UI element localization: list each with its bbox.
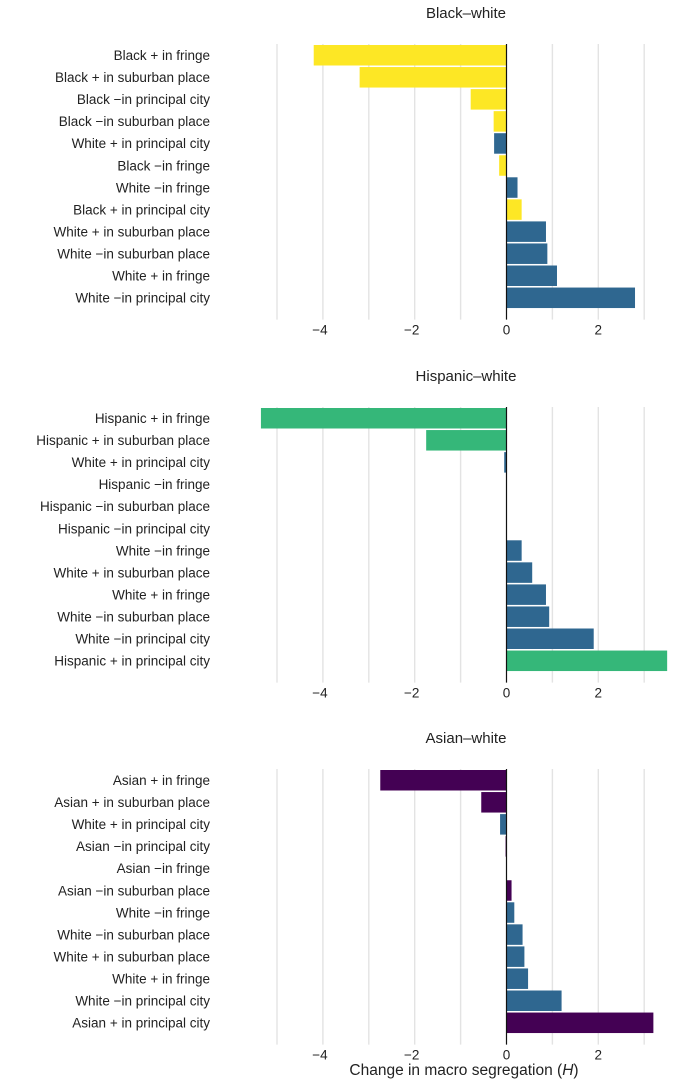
bar	[506, 628, 594, 649]
category-label: Hispanic + in principal city	[54, 654, 210, 669]
category-label: White + in fringe	[112, 269, 210, 284]
bar	[506, 990, 562, 1011]
category-label: White + in principal city	[72, 817, 211, 832]
category-label: Asian −in principal city	[76, 839, 210, 854]
category-label: White + in fringe	[112, 587, 210, 602]
category-label: White −in fringe	[116, 905, 210, 920]
category-label: Hispanic −in fringe	[99, 477, 210, 492]
x-tick-label: −4	[312, 686, 328, 701]
bar	[499, 155, 507, 176]
x-tick-label: −4	[312, 323, 328, 338]
bar	[506, 650, 668, 672]
category-label: Black + in principal city	[73, 202, 210, 217]
category-label: Black −in fringe	[117, 158, 210, 173]
bar	[506, 540, 522, 561]
category-label: Black −in suburban place	[59, 114, 210, 129]
x-tick-label: −4	[312, 1048, 328, 1063]
bar	[481, 792, 507, 813]
bar	[506, 924, 523, 945]
x-tick-label: 0	[503, 323, 511, 338]
bar	[506, 606, 550, 627]
panel-title: Asian–white	[426, 730, 507, 747]
category-label: White + in suburban place	[54, 224, 210, 239]
category-label: Asian + in fringe	[113, 773, 210, 788]
chart-panel: Hispanic–white Hispanic + in fringe Hispan…	[36, 368, 668, 701]
bar	[506, 946, 525, 967]
category-label: Asian + in principal city	[72, 1016, 210, 1031]
bar	[506, 221, 546, 242]
bar	[470, 89, 507, 110]
bar	[506, 177, 518, 198]
category-label: White + in suburban place	[54, 949, 210, 964]
category-label: White −in suburban place	[57, 246, 210, 261]
category-label: Asian + in suburban place	[54, 795, 210, 810]
bar	[506, 1012, 654, 1034]
category-label: White + in fringe	[112, 971, 210, 986]
bar	[506, 287, 636, 309]
bar	[506, 902, 515, 923]
bar	[506, 199, 522, 220]
category-label: White −in principal city	[75, 632, 210, 647]
bar	[506, 265, 557, 286]
chart-panels: Black–white Black + in fringe Black + in s…	[36, 5, 668, 1063]
chart-panel: Black–white Black + in fringe Black + in s…	[54, 5, 645, 338]
x-tick-label: −2	[404, 686, 419, 701]
x-axis-title: Change in macro segregation (H)	[349, 1062, 578, 1079]
panel-title: Black–white	[426, 5, 506, 22]
category-label: White −in fringe	[116, 543, 210, 558]
category-label: White −in principal city	[75, 291, 210, 306]
category-label: White −in suburban place	[57, 609, 210, 624]
bar	[313, 45, 507, 66]
category-label: Black + in suburban place	[55, 70, 210, 85]
bar	[506, 562, 533, 583]
bar	[494, 133, 507, 154]
category-label: White −in suburban place	[57, 927, 210, 942]
bar	[506, 243, 548, 264]
category-label: Black + in fringe	[114, 48, 210, 63]
category-label: White + in principal city	[72, 136, 211, 151]
category-label: Asian −in fringe	[117, 861, 210, 876]
category-label: White + in principal city	[72, 455, 211, 470]
bar	[493, 111, 507, 132]
bar	[504, 452, 507, 473]
category-label: Hispanic + in fringe	[95, 411, 210, 426]
bar	[500, 814, 507, 835]
category-label: Hispanic −in suburban place	[40, 499, 210, 514]
bar	[380, 770, 507, 791]
x-tick-label: 2	[595, 323, 603, 338]
bar	[506, 584, 546, 605]
category-label: Asian −in suburban place	[58, 883, 210, 898]
panel-title: Hispanic–white	[416, 368, 517, 385]
bar	[506, 880, 512, 901]
category-label: Hispanic −in principal city	[58, 521, 210, 536]
x-tick-label: −2	[404, 323, 419, 338]
category-label: Hispanic + in suburban place	[36, 433, 210, 448]
category-label: White −in principal city	[75, 994, 210, 1009]
x-tick-label: 2	[595, 1048, 603, 1063]
bar	[506, 968, 529, 989]
category-label: White −in fringe	[116, 180, 210, 195]
x-tick-label: 0	[503, 1048, 511, 1063]
x-tick-label: 2	[595, 686, 603, 701]
bar	[260, 408, 507, 429]
x-tick-label: 0	[503, 686, 511, 701]
bar	[426, 430, 507, 451]
category-label: Black −in principal city	[77, 92, 210, 107]
x-tick-label: −2	[404, 1048, 419, 1063]
chart-panel: Asian–white Asian + in fringe Asian + in s…	[54, 730, 654, 1063]
bar	[359, 67, 507, 88]
category-label: White + in suburban place	[54, 565, 210, 580]
